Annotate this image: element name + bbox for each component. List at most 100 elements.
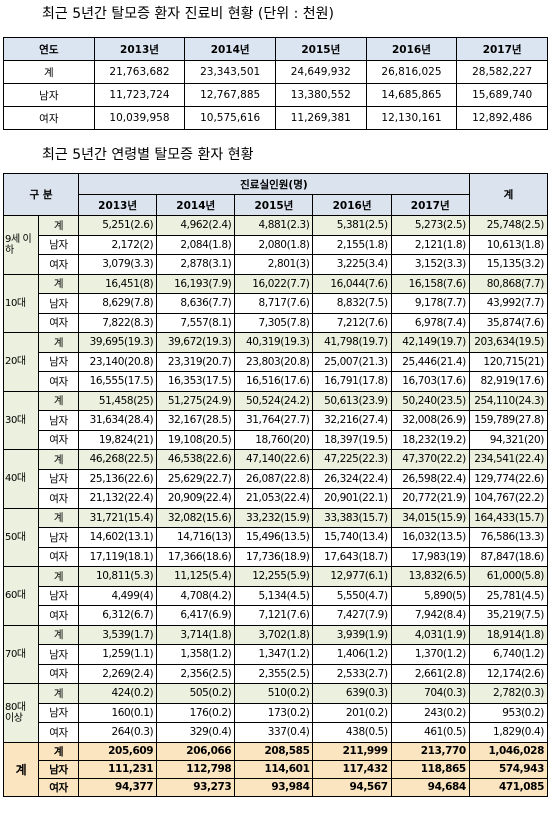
value-cell: 2,878(3.1) bbox=[156, 254, 236, 275]
header-cell: 2016년 bbox=[312, 194, 392, 216]
row-label: 계 bbox=[37, 624, 80, 645]
row: 남자 111,231 112,798 114,601 117,432 118,865 574… bbox=[4, 759, 549, 779]
value-cell: 19,108(20.5) bbox=[156, 429, 236, 450]
value-cell: 94,567 bbox=[312, 777, 392, 797]
header-cell: 구 분 bbox=[2, 173, 80, 216]
value-cell: 3,714(1.8) bbox=[156, 624, 236, 645]
value-cell: 254,110(24.3) bbox=[468, 390, 549, 411]
group-label: 70대 bbox=[3, 624, 39, 684]
value-cell: 26,816,025 bbox=[365, 60, 458, 84]
value-cell: 104,767(22.2) bbox=[468, 488, 549, 509]
table-title: 최근 5년간 연령별 탈모증 환자 현황 bbox=[42, 147, 254, 163]
row-label: 남자 bbox=[37, 410, 80, 431]
header-cell: 2016년 bbox=[365, 37, 458, 61]
row-label: 계 bbox=[37, 683, 80, 704]
row: 여자 3,079(3.3) 2,878(3.1) 2,801(3) 3,225(3.4)… bbox=[4, 254, 549, 275]
value-cell: 93,273 bbox=[156, 777, 236, 797]
value-cell: 94,377 bbox=[78, 777, 158, 797]
value-cell: 33,383(15.7) bbox=[312, 507, 392, 528]
value-cell: 160(0.1) bbox=[78, 702, 158, 723]
value-cell: 1,259(1.1) bbox=[78, 644, 158, 665]
value-cell: 234,541(22.4) bbox=[468, 449, 549, 470]
row-label: 계 bbox=[37, 507, 80, 528]
value-cell: 164,433(15.7) bbox=[468, 507, 549, 528]
row-label: 계 bbox=[37, 332, 80, 353]
value-cell: 47,370(22.2) bbox=[390, 449, 470, 470]
row-label: 계 bbox=[3, 60, 95, 84]
row-label: 여자 bbox=[37, 429, 80, 450]
value-cell: 6,417(6.9) bbox=[156, 605, 236, 626]
value-cell: 12,255(5.9) bbox=[234, 566, 314, 587]
value-cell: 1,406(1.2) bbox=[312, 644, 392, 665]
value-cell: 35,219(7.5) bbox=[468, 605, 549, 626]
value-cell: 23,343,501 bbox=[184, 60, 276, 84]
value-cell: 21,763,682 bbox=[93, 60, 186, 84]
value-cell: 159,789(27.8) bbox=[468, 410, 549, 431]
value-cell: 14,685,865 bbox=[365, 83, 458, 107]
row-label: 남자 bbox=[37, 759, 80, 779]
row-label: 여자 bbox=[3, 106, 95, 130]
value-cell: 11,125(5.4) bbox=[156, 566, 236, 587]
row: 남자 160(0.1) 176(0.2) 173(0.2) 201(0.2) 243(0.… bbox=[4, 702, 549, 723]
value-cell: 117,432 bbox=[312, 759, 392, 779]
value-cell: 201(0.2) bbox=[312, 702, 392, 723]
value-cell: 35,874(7.6) bbox=[468, 312, 549, 333]
value-cell: 114,601 bbox=[234, 759, 314, 779]
value-cell: 16,022(7.7) bbox=[234, 273, 314, 294]
value-cell: 8,636(7.7) bbox=[156, 293, 236, 314]
value-cell: 26,598(22.4) bbox=[390, 468, 470, 489]
row-label: 여자 bbox=[37, 254, 80, 275]
group-label: 30대 bbox=[3, 390, 39, 450]
row: 여자 10,039,958 10,575,616 11,269,381 12,130,1… bbox=[3, 106, 548, 130]
value-cell: 43,992(7.7) bbox=[468, 293, 549, 314]
value-cell: 5,251(2.6) bbox=[78, 215, 158, 236]
value-cell: 704(0.3) bbox=[390, 683, 470, 704]
value-cell: 16,791(17.8) bbox=[312, 371, 392, 392]
value-cell: 32,082(15.6) bbox=[156, 507, 236, 528]
value-cell: 25,136(22.6) bbox=[78, 468, 158, 489]
value-cell: 39,672(19.3) bbox=[156, 332, 236, 353]
value-cell: 7,121(7.6) bbox=[234, 605, 314, 626]
row: 10대 계 16,451(8) 16,193(7.9) 16,022(7.7) 16,04… bbox=[3, 273, 549, 333]
header-row: 연도 2013년 2014년 2015년 2016년 2017년 bbox=[3, 37, 548, 61]
value-cell: 2,533(2.7) bbox=[312, 663, 392, 684]
value-cell: 40,319(19.3) bbox=[234, 332, 314, 353]
value-cell: 3,939(1.9) bbox=[312, 624, 392, 645]
header-cell: 2015년 bbox=[234, 194, 314, 216]
value-cell: 203,634(19.5) bbox=[468, 332, 549, 353]
value-cell: 2,121(1.8) bbox=[390, 234, 470, 255]
value-cell: 61,000(5.8) bbox=[468, 566, 549, 587]
value-cell: 111,231 bbox=[78, 759, 158, 779]
value-cell: 26,087(22.8) bbox=[234, 468, 314, 489]
value-cell: 4,708(4.2) bbox=[156, 585, 236, 606]
row-label: 계 bbox=[37, 449, 80, 470]
group-label: 계 bbox=[3, 741, 39, 797]
row-label: 계 bbox=[37, 390, 80, 411]
value-cell: 211,999 bbox=[312, 741, 392, 761]
value-cell: 461(0.5) bbox=[390, 722, 470, 743]
value-cell: 14,716(13) bbox=[156, 527, 236, 548]
value-cell: 9,178(7.7) bbox=[390, 293, 470, 314]
value-cell: 3,225(3.4) bbox=[312, 254, 392, 275]
value-cell: 1,358(1.2) bbox=[156, 644, 236, 665]
value-cell: 16,516(17.6) bbox=[234, 371, 314, 392]
value-cell: 13,832(6.5) bbox=[390, 566, 470, 587]
value-cell: 14,602(13.1) bbox=[78, 527, 158, 548]
value-cell: 2,355(2.5) bbox=[234, 663, 314, 684]
header-cell: 계 bbox=[468, 173, 549, 216]
value-cell: 953(0.2) bbox=[468, 702, 549, 723]
value-cell: 19,824(21) bbox=[78, 429, 158, 450]
value-cell: 16,193(7.9) bbox=[156, 273, 236, 294]
value-cell: 1,829(0.4) bbox=[468, 722, 549, 743]
value-cell: 16,032(13.5) bbox=[390, 527, 470, 548]
row-label: 계 bbox=[37, 273, 80, 294]
value-cell: 31,634(28.4) bbox=[78, 410, 158, 431]
value-cell: 25,446(21.4) bbox=[390, 351, 470, 372]
value-cell: 42,149(19.7) bbox=[390, 332, 470, 353]
value-cell: 2,801(3) bbox=[234, 254, 314, 275]
value-cell: 25,781(4.5) bbox=[468, 585, 549, 606]
value-cell: 28,582,227 bbox=[456, 60, 548, 84]
value-cell: 15,135(3.2) bbox=[468, 254, 549, 275]
row-label: 계 bbox=[37, 215, 80, 236]
group-label: 40대 bbox=[3, 449, 39, 509]
